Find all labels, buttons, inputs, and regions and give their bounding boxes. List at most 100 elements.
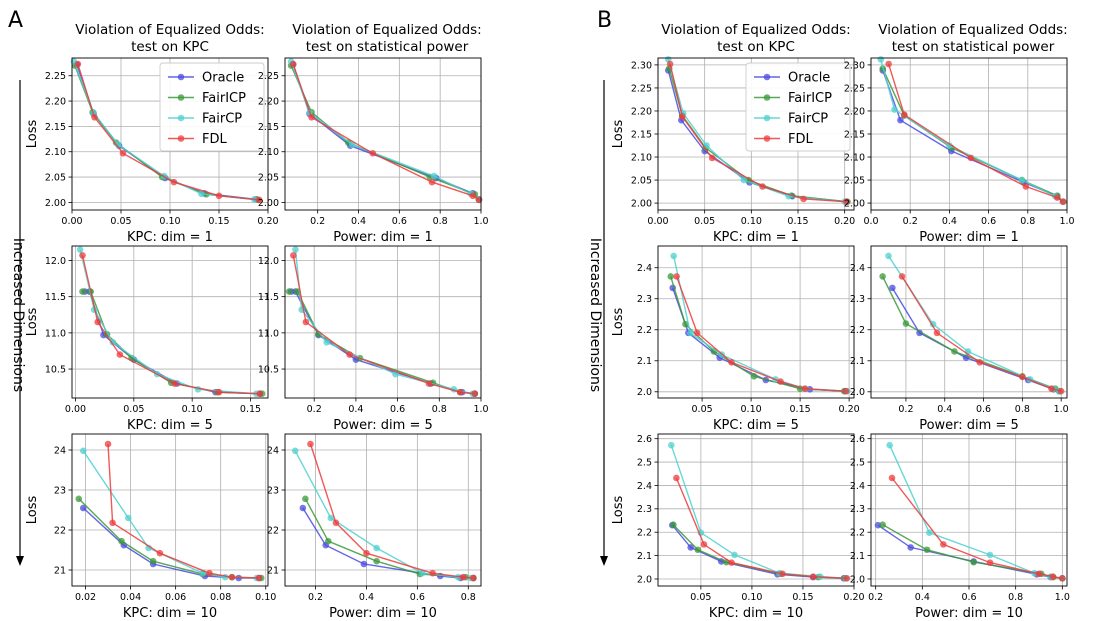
point-faircp — [667, 441, 675, 449]
point-faircp — [373, 544, 380, 552]
y-tick-label: 2.10 — [258, 147, 279, 158]
point-fdl — [1019, 373, 1026, 381]
y-tick-label: 11.0 — [258, 328, 279, 339]
y-axis-label: Loss — [611, 308, 626, 337]
legend-box — [745, 62, 851, 152]
series-line-fdl — [77, 63, 260, 201]
x-tick-label: 0.00 — [65, 404, 86, 415]
point-fairicp — [667, 273, 675, 280]
point-oracle — [299, 504, 307, 512]
x-tick-label: 0.05 — [690, 592, 711, 603]
point-fdl — [843, 574, 851, 582]
point-oracle — [897, 116, 904, 124]
point-fdl — [673, 474, 680, 482]
legend-label-fairicp: FairICP — [202, 91, 246, 106]
point-fdl — [898, 273, 906, 280]
arrow-head-a — [16, 556, 24, 566]
point-fdl — [470, 574, 477, 582]
legend-label-faircp: FairCP — [202, 112, 242, 127]
legend-label-fdl: FDL — [788, 132, 813, 147]
x-axis-label: KPC: dim = 10 — [709, 606, 803, 617]
legend-label-oracle: Oracle — [202, 71, 244, 86]
x-axis-label: KPC: dim = 5 — [713, 418, 799, 433]
x-tick-label: 0.8 — [432, 404, 447, 415]
point-fdl — [94, 318, 101, 326]
x-tick-label: 0.8 — [433, 216, 448, 227]
y-tick-label: 2.3 — [637, 294, 652, 305]
point-fdl — [228, 573, 236, 581]
y-axis-label: Loss — [25, 308, 40, 337]
point-fdl — [940, 541, 947, 548]
subplot-B-kpc-1: 0.00 0.05 0.10 0.15 0.20 2.00 2.05 2.10 2.15 2.20… — [611, 56, 855, 245]
point-fdl — [290, 252, 297, 259]
y-tick-label: 2.2 — [850, 528, 865, 539]
x-tick-label: 0.02 — [75, 592, 96, 603]
subplot-A-pow-1: 0.2 0.4 0.6 0.8 1.0 2.00 2.05 2.10 2.15 2.20 2.25 P… — [258, 57, 489, 245]
subplots: 0.00 0.05 0.10 0.15 0.202.002.052.102.152.20… — [25, 56, 1075, 621]
point-fdl — [79, 252, 86, 259]
x-axis-label: Power: dim = 1 — [919, 230, 1019, 245]
y-tick-label: 2.20 — [844, 106, 865, 117]
y-tick-label: 2.0 — [637, 387, 652, 398]
subplot-B-kpc-10: 0.05 0.10 0.15 0.20 2.0 2.1 2.2 2.3 2.4 2.5 2.6 KPC… — [611, 433, 865, 621]
point-oracle — [79, 504, 87, 512]
x-tick-label: 1.0 — [473, 404, 488, 415]
y-tick-label: 2.3 — [637, 504, 652, 515]
point-fdl — [109, 519, 116, 527]
plot-frame — [71, 433, 269, 587]
y-tick-label: 2.1 — [637, 551, 652, 562]
point-fairicp — [670, 521, 677, 529]
point-fairicp — [373, 557, 380, 565]
x-tick-label: 0.20 — [257, 216, 278, 227]
point-faircp — [125, 514, 132, 522]
y-tick-label: 2.30 — [844, 60, 865, 71]
point-fdl — [471, 390, 479, 397]
x-tick-label: 0.05 — [694, 216, 715, 227]
plot-frame — [284, 57, 482, 211]
point-fdl — [1049, 573, 1057, 580]
y-tick-label: 11.0 — [45, 328, 66, 339]
point-fdl — [429, 569, 436, 577]
point-fdl — [1053, 194, 1061, 201]
y-tick-label: 2.00 — [45, 198, 66, 209]
y-tick-label: 2.5 — [850, 457, 865, 468]
legend-swatch-marker — [177, 114, 185, 122]
y-tick-label: 2.10 — [631, 152, 652, 163]
point-faircp — [1018, 176, 1026, 184]
x-tick-label: 0.2 — [310, 216, 325, 227]
series-line-fdl — [669, 63, 847, 203]
plot-area — [658, 434, 854, 586]
x-tick-label: 1.0 — [473, 216, 488, 227]
point-fdl — [777, 378, 784, 385]
plot-area — [72, 434, 268, 586]
arrow-head-b — [600, 556, 608, 566]
point-fairicp — [879, 521, 886, 529]
x-tick-label: 0.05 — [692, 404, 713, 415]
point-fdl — [307, 440, 314, 448]
plot-frame — [284, 245, 482, 399]
series-line-fdl — [81, 255, 260, 395]
y-tick-label: 2.15 — [631, 129, 652, 140]
x-tick-label: 0.8 — [461, 592, 476, 603]
point-fdl — [986, 559, 994, 566]
point-fdl — [678, 113, 686, 120]
y-tick-label: 23 — [267, 485, 279, 496]
y-axis-label: Loss — [25, 496, 40, 525]
point-fairicp — [902, 320, 910, 327]
point-faircp — [886, 441, 893, 449]
legend: Oracle FairICP FairCP FDL — [745, 62, 851, 152]
point-fdl — [901, 111, 908, 118]
point-faircp — [986, 551, 994, 559]
series-line-fdl — [675, 276, 847, 392]
y-tick-label: 24 — [267, 445, 279, 456]
plot-frame — [870, 245, 1068, 399]
point-fdl — [119, 149, 127, 157]
y-tick-label: 2.6 — [850, 434, 865, 445]
point-fdl — [363, 549, 370, 557]
point-fdl — [1057, 387, 1065, 395]
subplot-B-pow-10: 0.2 0.4 0.6 0.8 1.0 2.0 2.1 2.2 2.3 2.4 2.5 2.6 Powe… — [850, 433, 1070, 621]
y-tick-label: 2.15 — [45, 122, 66, 133]
point-faircp — [740, 176, 748, 184]
point-fdl — [800, 195, 807, 203]
